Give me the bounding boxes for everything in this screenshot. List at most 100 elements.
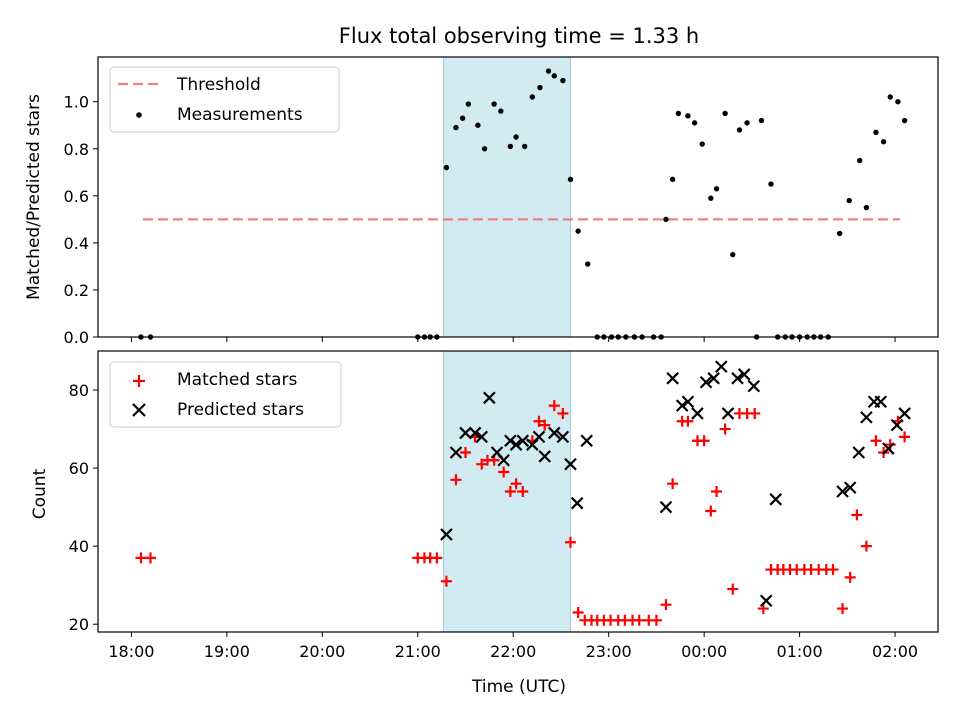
predicted-star-point (580, 434, 594, 448)
measurement-point (459, 115, 466, 121)
predicted-star-point (898, 407, 911, 420)
x-tick-label: 22:00 (490, 642, 536, 661)
measurement-point (560, 77, 566, 84)
measurement-point (475, 122, 481, 128)
predicted-star-point (475, 430, 489, 444)
predicted-star-point (468, 426, 482, 440)
measurement-point (567, 176, 574, 183)
top-panel: Flux total observing time = 1.33 h Match… (24, 24, 939, 347)
matched-star-point (698, 435, 710, 447)
legend-predicted-label: Predicted stars (177, 400, 304, 420)
predicted-star-point (675, 399, 689, 412)
predicted-star-point (659, 500, 673, 514)
legend-threshold-label: Threshold (176, 75, 261, 95)
bottom-x-axis-label: Time (UTC) (471, 677, 566, 697)
predicted-star-point (836, 485, 849, 498)
matched-star-point (431, 552, 443, 564)
measurement-point (758, 117, 765, 124)
top-highlight-span (443, 56, 571, 338)
predicted-star-point (666, 372, 679, 385)
matched-star-point (539, 419, 551, 431)
measurement-point (857, 157, 863, 164)
predicted-star-point (570, 496, 584, 510)
measurement-point (846, 197, 852, 204)
top-plot-frame (97, 56, 939, 338)
y-tick-label: 40 (69, 537, 89, 556)
matched-star-point (870, 435, 882, 447)
measurement-point (498, 108, 504, 114)
measurement-point (443, 164, 450, 171)
matched-star-point (548, 400, 560, 412)
measurement-point (663, 216, 669, 223)
x-tick-label: 19:00 (204, 642, 250, 661)
measurement-point (491, 101, 497, 107)
measurement-point (699, 141, 705, 147)
predicted-star-point (699, 375, 713, 389)
matched-star-point (517, 486, 529, 497)
predicted-star-point (860, 411, 873, 424)
top-legend: Threshold Measurements (109, 66, 340, 133)
measurement-point (887, 94, 893, 100)
matched-star-point (135, 552, 147, 564)
matched-star-point (851, 509, 863, 521)
predicted-star-point (715, 360, 728, 373)
measurement-point (685, 113, 691, 119)
y-tick-label: 0.4 (64, 234, 89, 253)
predicted-star-point (769, 493, 783, 506)
matched-star-point (837, 603, 849, 615)
predicted-star-point (547, 426, 561, 440)
measurement-point (863, 204, 870, 211)
matched-star-point (660, 599, 672, 611)
x-tick-label: 02:00 (872, 642, 918, 661)
matched-star-point (884, 439, 896, 451)
predicted-star-point (731, 372, 744, 385)
measurement-point (722, 110, 728, 117)
bottom-y-axis-label: Count (30, 468, 50, 519)
measurement-point (537, 84, 543, 91)
matched-star-point (572, 606, 584, 618)
matched-star-point (711, 486, 723, 497)
predicted-star-point (681, 395, 695, 409)
matched-star-point (510, 478, 522, 490)
matched-star-point (557, 407, 569, 419)
predicted-star-point (759, 594, 773, 608)
x-tick-label: 21:00 (395, 642, 441, 661)
measurement-point (736, 127, 743, 133)
predicted-star-point (737, 368, 751, 381)
x-tick-label: 01:00 (777, 642, 823, 661)
matched-star-point (504, 486, 516, 497)
bottom-legend: Matched stars Predicted stars (109, 361, 342, 428)
predicted-star-point (556, 430, 570, 444)
bottom-x-ticks: 18:00 19:00 20:00 21:00 22:00 23:00 00:00 01:00… (108, 632, 918, 661)
measurement-point (465, 101, 472, 107)
predicted-star-point (882, 442, 895, 455)
predicted-star-point (852, 446, 866, 459)
predicted-star-point (890, 418, 904, 432)
measurement-point (521, 143, 528, 150)
predicted-star-point (538, 450, 552, 463)
y-tick-label: 20 (69, 615, 89, 634)
legend-matched-label: Matched stars (177, 370, 297, 390)
y-tick-label: 0.0 (64, 328, 89, 347)
bottom-star-points (135, 360, 911, 626)
measurement-point (730, 251, 736, 258)
measurement-point (713, 186, 720, 192)
measurement-point (545, 68, 552, 74)
matched-star-point (440, 575, 452, 587)
matched-star-point (476, 458, 488, 470)
predicted-star-point (874, 395, 888, 409)
x-tick-label: 20:00 (299, 642, 345, 661)
matched-star-point (719, 423, 731, 435)
top-legend-box (109, 66, 340, 133)
x-tick-label: 23:00 (586, 642, 632, 661)
measurement-point (708, 195, 714, 201)
predicted-star-point (497, 454, 510, 467)
bottom-plot-frame (97, 350, 939, 633)
matched-star-point (667, 478, 679, 490)
bottom-legend-box (109, 361, 342, 428)
matched-star-point (633, 614, 645, 626)
measurement-point (901, 117, 908, 124)
y-tick-label: 0.8 (64, 140, 89, 159)
top-x-ticks (130, 337, 896, 342)
matched-star-point (727, 583, 739, 595)
